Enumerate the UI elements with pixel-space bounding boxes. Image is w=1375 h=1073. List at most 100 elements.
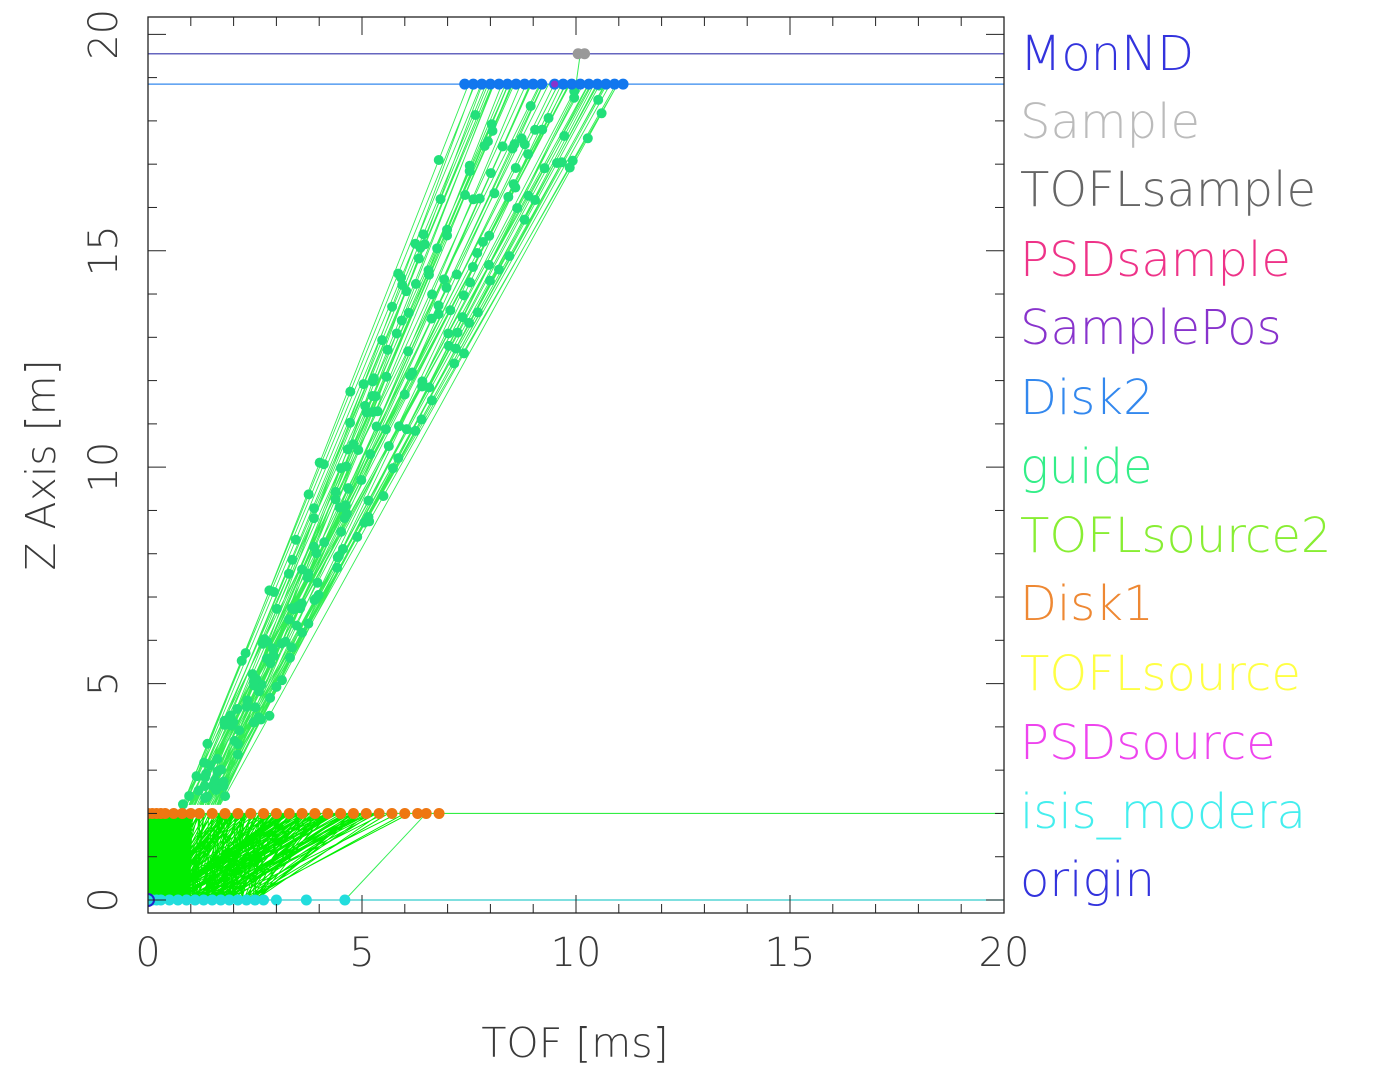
guide-point	[345, 386, 356, 397]
plot-area	[148, 17, 1004, 913]
guide-point	[378, 491, 389, 502]
guide-point	[184, 790, 195, 801]
guide-point	[512, 203, 523, 214]
guide-point	[334, 502, 345, 513]
legend-toflsource: TOFLsource	[1020, 646, 1301, 702]
guide-point	[410, 425, 421, 436]
point-disk2	[591, 78, 603, 90]
guide-point	[287, 603, 298, 614]
guide-point	[336, 526, 347, 537]
guide-point	[564, 162, 575, 173]
guide-point	[419, 239, 430, 250]
y-axis-title: Z Axis [m]	[17, 359, 65, 570]
guide-point	[319, 537, 330, 548]
y-tick-label: 5	[81, 671, 127, 696]
y-tick-label: 20	[81, 9, 127, 60]
legend-guide: guide	[1020, 439, 1153, 495]
legend-disk2: Disk2	[1020, 370, 1154, 426]
point-disk2	[527, 78, 539, 90]
guide-point	[371, 421, 382, 432]
guide-point	[264, 585, 275, 596]
guide-point	[443, 340, 454, 351]
point-disk2	[493, 78, 505, 90]
point-disk2	[617, 78, 629, 90]
point-isis_modera	[270, 894, 282, 906]
guide-point	[218, 776, 229, 787]
guide-point	[445, 305, 456, 316]
guide-point	[202, 738, 213, 749]
guide-point	[403, 307, 414, 318]
guide-point	[393, 268, 404, 279]
guide-point	[424, 382, 435, 393]
guide-point	[341, 461, 352, 472]
point-disk2	[536, 78, 548, 90]
guide-point	[519, 139, 530, 150]
guide-point	[211, 784, 222, 795]
guide-point	[330, 486, 341, 497]
guide-point	[234, 725, 245, 736]
point-disk1	[232, 807, 244, 819]
point-disk2	[519, 78, 531, 90]
point-isis_modera	[300, 894, 312, 906]
guide-point	[504, 251, 515, 262]
trajectory-late	[344, 813, 427, 901]
point-disk2	[600, 78, 612, 90]
guide-point	[242, 695, 253, 706]
guide-point	[484, 275, 495, 286]
point-disk2	[502, 78, 514, 90]
guide-point	[413, 253, 424, 264]
guide-point	[519, 214, 530, 225]
guide-point	[363, 512, 374, 523]
guide-point	[220, 791, 231, 802]
guide-point	[582, 133, 593, 144]
guide-point	[343, 483, 354, 494]
point-disk1	[245, 807, 257, 819]
point-isis_modera	[339, 894, 351, 906]
guide-point	[261, 653, 272, 664]
point-disk1	[283, 807, 295, 819]
point-isis_modera	[172, 894, 184, 906]
point-isis_modera	[181, 894, 193, 906]
guide-point	[193, 785, 204, 796]
point-disk1	[176, 807, 188, 819]
guide-point	[199, 757, 210, 768]
guide-point	[433, 309, 444, 320]
legend-isis-modera: isis_modera	[1020, 784, 1306, 840]
guide-point	[442, 230, 453, 241]
guide-point	[381, 371, 392, 382]
guide-point	[487, 125, 498, 136]
guide-point	[432, 243, 443, 254]
point-monnd	[579, 48, 591, 60]
point-disk1	[168, 807, 180, 819]
guide-point	[426, 313, 437, 324]
x-tick-label: 20	[979, 930, 1030, 976]
guide-point	[465, 277, 476, 288]
point-disk2	[583, 78, 595, 90]
point-disk2	[459, 78, 471, 90]
guide-point	[367, 376, 378, 387]
guide-point	[232, 703, 243, 714]
guide-point	[435, 194, 446, 205]
legend-toflsource2: TOFLsource2	[1020, 508, 1331, 564]
y-tick-label: 10	[81, 442, 127, 493]
guide-point	[309, 503, 320, 514]
guide-point	[345, 417, 356, 428]
guide-point	[472, 247, 483, 258]
point-isis_modera	[206, 894, 218, 906]
guide-point	[290, 534, 301, 545]
point-disk1	[386, 807, 398, 819]
guide-point	[219, 715, 230, 726]
guide-point	[509, 139, 520, 150]
x-tick-labels: 0 5 10 15 20	[135, 930, 1029, 976]
x-tick-label: 0	[135, 930, 160, 976]
guide-point	[372, 406, 383, 417]
guide-point	[251, 673, 262, 684]
point-disk1	[185, 807, 197, 819]
guide-point	[314, 457, 325, 468]
point-disk2	[476, 78, 488, 90]
guide-point	[283, 614, 294, 625]
guide-point	[477, 236, 488, 247]
guide-point	[530, 124, 541, 135]
guide-point	[283, 568, 294, 579]
guide-point	[287, 554, 298, 565]
